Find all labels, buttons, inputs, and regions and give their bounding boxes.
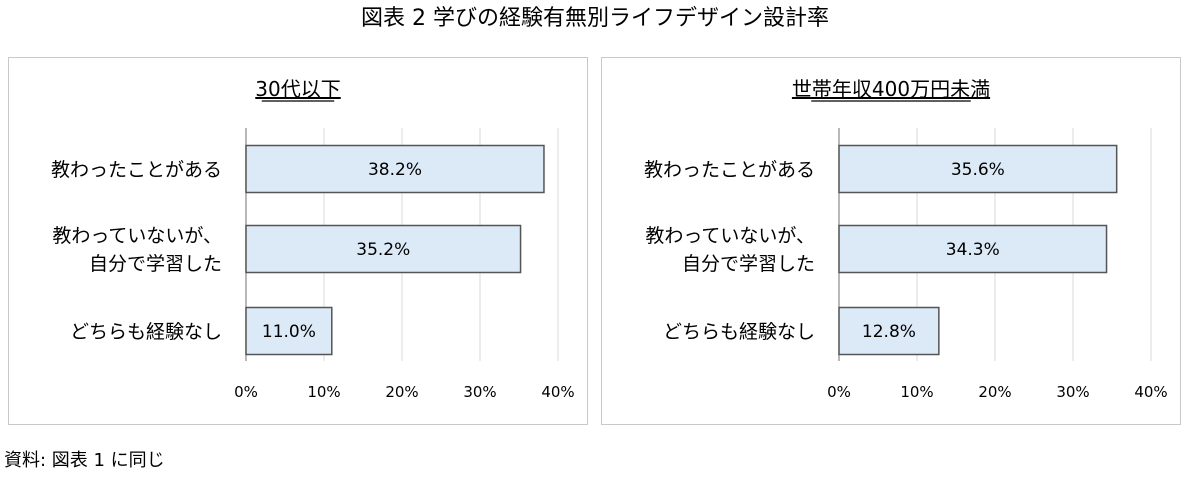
- category-label: 教わっていないが、: [52, 225, 222, 247]
- category-label: 教わったことがある: [51, 159, 222, 181]
- x-tick-label: 20%: [978, 383, 1011, 401]
- category-label: どちらも経験なし: [70, 321, 222, 343]
- data-label: 38.2%: [368, 160, 422, 180]
- category-label: どちらも経験なし: [663, 321, 815, 343]
- data-label: 34.3%: [946, 240, 1000, 260]
- x-tick-label: 40%: [1134, 383, 1167, 401]
- bar: [838, 144, 1118, 194]
- bar-chart-income: 世帯年収400万円未満 0% 10% 20% 30% 40% 35.6% 教わったことがある 3…: [644, 77, 1168, 401]
- x-tick-label: 10%: [307, 383, 340, 401]
- bar: [245, 144, 545, 194]
- chart-title: 30代以下: [255, 77, 340, 101]
- data-label: 12.8%: [862, 322, 916, 342]
- figure-title: 図表 2 学びの経験有無別ライフデザイン設計率: [361, 6, 829, 31]
- bar: [245, 224, 522, 274]
- x-tick-label: 20%: [385, 383, 418, 401]
- category-label: 教わっていないが、: [645, 225, 815, 247]
- bar: [245, 306, 333, 356]
- source-note: 資料: 図表 1 に同じ: [4, 450, 165, 471]
- data-label: 35.6%: [951, 160, 1005, 180]
- x-tick-label: 0%: [827, 383, 851, 401]
- x-tick-label: 0%: [234, 383, 258, 401]
- chart-panel-income: 世帯年収400万円未満 0% 10% 20% 30% 40% 35.6% 教わったことがある 3…: [601, 57, 1181, 425]
- chart-panel-age: 30代以下 0% 10% 20% 30% 40% 38.2% 教わったことがある 35.2% 教わ…: [8, 57, 588, 425]
- category-label: 教わったことがある: [644, 159, 815, 181]
- x-tick-label: 30%: [463, 383, 496, 401]
- bar: [838, 306, 940, 356]
- category-label: 自分で学習した: [89, 253, 222, 275]
- x-tick-label: 30%: [1056, 383, 1089, 401]
- bar: [838, 224, 1108, 274]
- data-label: 11.0%: [262, 322, 316, 342]
- x-tick-label: 10%: [900, 383, 933, 401]
- x-tick-label: 40%: [541, 383, 574, 401]
- data-label: 35.2%: [356, 240, 410, 260]
- chart-title: 世帯年収400万円未満: [792, 77, 990, 101]
- bar-chart-age: 30代以下 0% 10% 20% 30% 40% 38.2% 教わったことがある 35.2% 教わ…: [51, 77, 575, 401]
- category-label: 自分で学習した: [682, 253, 815, 275]
